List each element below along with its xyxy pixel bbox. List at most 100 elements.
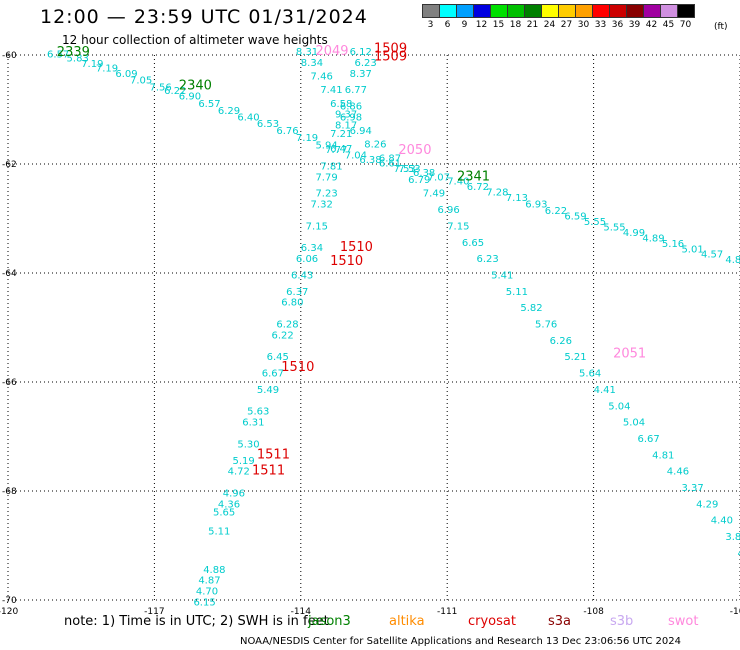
swh-data-label: 7.53 — [398, 164, 420, 175]
color-scale-legend: 3 6 9 12 15 18 21 24 27 30 33 36 39 42 45 70 — [422, 4, 695, 30]
swh-data-label: 7.15 — [447, 221, 469, 232]
swh-data-label: 8.26 — [364, 140, 386, 151]
swh-data-label: 5.65 — [213, 508, 235, 519]
swh-data-label: 7.28 — [486, 188, 508, 199]
swh-data-label: 4.87 — [198, 576, 220, 587]
swh-data-label: 6.28 — [276, 320, 298, 331]
swh-data-label: 6.15 — [193, 597, 215, 608]
swh-data-label: 6.53 — [257, 119, 279, 130]
swh-data-label: 4.99 — [623, 228, 645, 239]
pass-time-label: 2341 — [457, 169, 490, 184]
swh-data-label: 7.49 — [423, 189, 445, 200]
chart-title: 12:00 — 23:59 UTC 01/31/2024 — [40, 6, 368, 28]
swh-data-label: 5.21 — [564, 352, 586, 363]
color-scale-unit: (ft) — [714, 22, 728, 32]
swh-data-label: 6.38 — [359, 155, 381, 166]
y-tick-label: -64 — [2, 269, 17, 279]
pass-time-label: 1511 — [252, 464, 285, 479]
swh-data-label: 5.11 — [506, 287, 528, 298]
swh-data-label: 4.40 — [711, 516, 733, 527]
swh-data-label: 6.76 — [276, 126, 298, 137]
swh-data-label: 4.41 — [594, 385, 616, 396]
swh-data-label: 4.85 — [725, 255, 740, 266]
x-tick-label: -111 — [437, 607, 457, 617]
swh-data-label: 7.04 — [345, 151, 367, 162]
scale-label: 3 — [427, 20, 434, 30]
x-tick-label: -120 — [0, 607, 18, 617]
swh-data-label: 6.86 — [340, 102, 362, 113]
scale-label: 24 — [543, 20, 556, 30]
satellite-legend-item: swot — [668, 614, 699, 629]
swh-data-label: 5.83 — [67, 54, 89, 65]
swh-data-label: 4.36 — [218, 499, 240, 510]
swh-data-label: 6.40 — [237, 112, 259, 123]
swh-data-label: 7.79 — [315, 172, 337, 183]
swh-data-label: 6.47 — [330, 144, 352, 155]
swh-data-label: 4.46 — [667, 467, 689, 478]
swh-data-label: 5.04 — [608, 401, 630, 412]
swh-data-label: 5.63 — [247, 407, 269, 418]
swh-data-label: 7.05 — [130, 75, 152, 86]
y-tick-label: -60 — [2, 51, 17, 61]
scale-label: 70 — [679, 20, 692, 30]
swh-data-label: 6.93 — [525, 200, 547, 211]
pass-time-label: 2340 — [179, 78, 212, 93]
swh-data-label: 7.13 — [506, 193, 528, 204]
swh-data-label: 5.16 — [662, 239, 684, 250]
swh-data-label: 7.15 — [306, 221, 328, 232]
swh-data-label: 6.09 — [115, 69, 137, 80]
swh-data-label: 6.26 — [550, 336, 572, 347]
swh-data-label: 4.88 — [203, 565, 225, 576]
swh-data-label: 7.21 — [330, 129, 352, 140]
pass-time-label: 1510 — [330, 254, 363, 269]
color-scale-labels: 3 6 9 12 15 18 21 24 27 30 33 36 39 42 45 70 — [422, 20, 694, 30]
swh-data-label: 6.57 — [198, 99, 220, 110]
x-tick-label: -114 — [291, 607, 312, 617]
swh-data-label: 6.38 — [413, 168, 435, 179]
swh-data-label: 6.67 — [262, 369, 284, 380]
scale-label: 36 — [611, 20, 624, 30]
footer-credit: NOAA/NESDIS Center for Satellite Applica… — [240, 636, 682, 647]
swh-data-label: 6.22 — [164, 86, 186, 97]
swh-data-label: 3.37 — [681, 483, 703, 494]
satellite-legend-item: s3a — [548, 614, 572, 629]
swh-data-label: 7.56 — [150, 82, 172, 93]
swh-data-label: 5.94 — [315, 141, 337, 152]
y-tick-label: -68 — [2, 487, 17, 497]
swh-data-label: 6.31 — [242, 418, 264, 429]
swh-data-label: 5.01 — [681, 244, 703, 255]
swh-data-label: 7.77 — [325, 145, 347, 156]
swh-data-label: 7.32 — [311, 200, 333, 211]
pass-time-label: 2339 — [57, 45, 90, 60]
swh-data-label: 5.64 — [579, 369, 601, 380]
swh-data-label: 4.96 — [223, 488, 245, 499]
scale-label: 45 — [662, 20, 675, 30]
swh-data-label: 6.90 — [179, 92, 201, 103]
swh-data-label: 6.87 — [379, 153, 401, 164]
scale-label: 21 — [526, 20, 539, 30]
swh-data-label: 4.29 — [696, 499, 718, 510]
swh-data-label: 7.19 — [81, 59, 103, 70]
y-tick-label: -70 — [2, 596, 17, 606]
swh-data-label: 7.40 — [447, 177, 469, 188]
swh-data-label: 6.67 — [638, 434, 660, 445]
swh-data-label: 8.17 — [335, 121, 357, 132]
color-scale-swatches — [422, 4, 695, 18]
swh-data-label: 6.57 — [47, 50, 69, 61]
swh-data-label: 5.55 — [584, 217, 606, 228]
scale-label: 27 — [560, 20, 573, 30]
pass-time-label: 2049 — [315, 44, 348, 59]
scale-label: 33 — [594, 20, 607, 30]
chart-note: note: 1) Time is in UTC; 2) SWH is in fe… — [64, 614, 329, 629]
x-tick-label: -117 — [144, 607, 164, 617]
pass-time-label: 1509 — [374, 49, 407, 64]
scale-label: 39 — [628, 20, 641, 30]
scale-swatch — [677, 4, 695, 18]
swh-data-label: 5.82 — [520, 303, 542, 314]
pass-time-label: 1510 — [281, 360, 314, 375]
pass-time-label: 2051 — [613, 346, 646, 361]
y-tick-label: -66 — [2, 378, 17, 388]
swh-data-label: 8.37 — [350, 69, 372, 80]
scale-label: 42 — [645, 20, 658, 30]
swh-data-label: 5.76 — [535, 320, 557, 331]
